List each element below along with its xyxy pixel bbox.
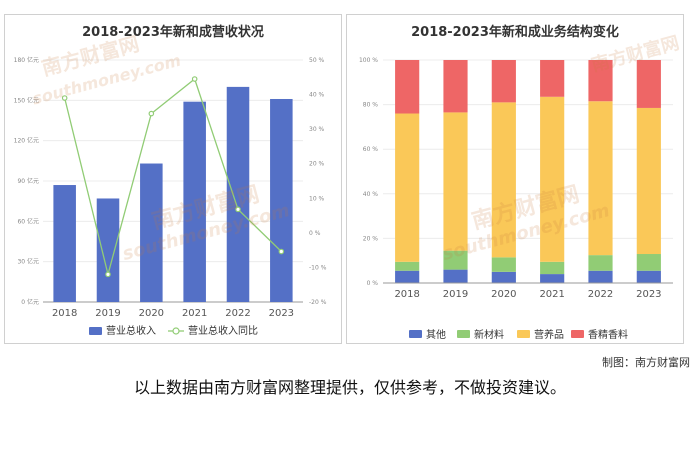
x-tick-label: 2023	[636, 289, 661, 300]
yoy-point	[235, 206, 241, 213]
left-axis-tick-label: 60 亿元	[17, 217, 39, 225]
x-tick-label: 2022	[588, 289, 613, 300]
stacked-bar-segment	[636, 107, 661, 255]
yoy-point	[105, 271, 111, 278]
revenue-bar	[96, 198, 120, 302]
structure-chart: 0 % 20 % 40 % 60 % 80 % 100 % 2018 2019 2020 2021…	[359, 57, 673, 341]
right-axis-tick-label: 10 %	[309, 195, 325, 202]
yoy-line	[64, 77, 282, 275]
y-axis-tick-label: 40 %	[363, 191, 379, 198]
stacked-bar-segment	[540, 60, 565, 97]
yoy-point	[148, 110, 155, 117]
stacked-bar-segment	[443, 250, 468, 270]
revenue-bar	[140, 163, 163, 302]
right-axis-tick-label: 40 %	[309, 92, 325, 99]
x-tick-label: 2019	[95, 308, 120, 319]
yoy-point	[278, 248, 285, 255]
x-tick-label: 2021	[539, 289, 564, 300]
stacked-bar-segment	[540, 261, 565, 275]
y-axis-tick-label: 80 %	[363, 102, 379, 109]
left-axis-tick-label: 90 亿元	[17, 177, 39, 185]
legend-swatch-yoy-marker	[172, 327, 180, 335]
y-axis-tick-label: 0 %	[367, 280, 379, 287]
y-axis-tick-label: 100 %	[359, 57, 378, 64]
legend-label-revenue: 营业总收入	[106, 324, 156, 337]
yoy-point	[191, 76, 198, 82]
stacked-bar-segment	[395, 270, 420, 283]
stacked-bar-segment	[443, 269, 468, 283]
right-axis-tick-label: -20 %	[309, 299, 327, 306]
x-tick-label: 2019	[443, 289, 468, 300]
stacked-bar-segment	[491, 102, 516, 258]
legend-label: 新材料	[474, 328, 504, 341]
revenue-chart-panel: 2018-2023年新和成营收状况 0 亿元 30 亿元 60 亿元 90 亿元 120…	[4, 14, 342, 344]
stacked-bar-segment	[395, 113, 420, 262]
revenue-bar	[183, 101, 206, 302]
y-axis-tick-label: 60 %	[363, 146, 379, 153]
legend-label: 其他	[426, 328, 446, 341]
left-axis-tick-label: 180 亿元	[14, 56, 39, 64]
x-tick-label: 2020	[491, 289, 516, 300]
revenue-bar	[226, 86, 250, 302]
stacked-bar-segment	[491, 60, 516, 103]
legend-swatch	[571, 330, 584, 338]
stacked-bar-segment	[540, 274, 565, 283]
stacked-bar-segment	[636, 254, 661, 271]
y-axis-tick-label: 20 %	[363, 235, 379, 242]
right-axis-tick-label: -10 %	[309, 264, 327, 271]
right-axis-tick-label: 30 %	[309, 126, 325, 133]
right-axis-tick-label: 0 %	[309, 230, 321, 237]
stacked-bar-segment	[588, 270, 613, 283]
structure-chart-title: 2018-2023年新和成业务结构变化	[411, 25, 619, 40]
structure-chart-panel: 2018-2023年新和成业务结构变化 0 % 20 % 40 % 60 % 80 % 1…	[346, 14, 684, 344]
legend-label: 香精香料	[588, 328, 628, 341]
x-tick-label: 2022	[225, 308, 250, 319]
chart-credit: 制图：南方财富网	[602, 356, 690, 369]
disclaimer-text: 以上数据由南方财富网整理提供，仅供参考，不做投资建议。	[133, 378, 566, 397]
revenue-bar	[53, 185, 76, 302]
legend-swatch	[517, 330, 530, 338]
x-tick-label: 2018	[52, 308, 77, 319]
stacked-bar-segment	[395, 60, 420, 114]
x-tick-label: 2018	[394, 289, 419, 300]
stacked-bar-segment	[540, 96, 565, 262]
left-axis-tick-label: 150 亿元	[14, 96, 39, 104]
stacked-bar-segment	[588, 60, 613, 102]
stacked-bar-segment	[395, 261, 420, 271]
revenue-bar	[270, 98, 293, 302]
stacked-bar-segment	[588, 255, 613, 271]
legend-label-yoy: 营业总收入同比	[188, 324, 258, 337]
legend-label: 营养品	[534, 328, 564, 341]
x-tick-label: 2020	[139, 308, 164, 319]
x-tick-label: 2021	[182, 308, 207, 319]
legend-swatch	[409, 330, 422, 338]
stacked-bar-segment	[491, 271, 516, 283]
left-axis-tick-label: 120 亿元	[14, 137, 39, 145]
stacked-bar-segment	[443, 112, 468, 251]
stacked-bar-segment	[636, 270, 661, 283]
x-tick-label: 2023	[269, 308, 294, 319]
stacked-bar-segment	[636, 60, 661, 108]
left-axis-tick-label: 30 亿元	[17, 258, 39, 266]
legend-swatch-revenue	[89, 327, 102, 335]
yoy-point	[61, 95, 68, 101]
left-axis-tick-label: 0 亿元	[21, 298, 39, 306]
revenue-chart-title: 2018-2023年新和成营收状况	[82, 25, 264, 40]
stacked-bar-segment	[588, 101, 613, 256]
revenue-chart: 0 亿元 30 亿元 60 亿元 90 亿元 120 亿元 150 亿元 180 亿元 -20…	[14, 56, 327, 337]
legend-swatch	[457, 330, 470, 338]
right-axis-tick-label: 50 %	[309, 57, 325, 64]
right-axis-tick-label: 20 %	[309, 161, 325, 168]
stacked-bar-segment	[443, 60, 468, 113]
stacked-bar-segment	[491, 257, 516, 272]
